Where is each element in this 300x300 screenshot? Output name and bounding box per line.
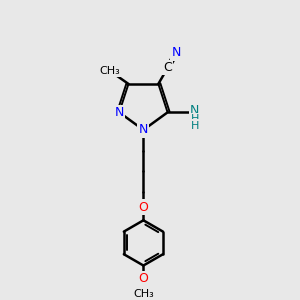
Text: O: O [139,272,148,285]
Text: C: C [164,61,172,74]
Text: N: N [190,104,200,117]
Text: O: O [139,201,148,214]
Text: H: H [191,114,199,124]
Text: N: N [139,123,148,136]
Text: CH₃: CH₃ [100,66,120,76]
Text: N: N [115,106,124,119]
Text: N: N [172,46,181,59]
Text: CH₃: CH₃ [133,289,154,299]
Text: H: H [191,121,199,130]
